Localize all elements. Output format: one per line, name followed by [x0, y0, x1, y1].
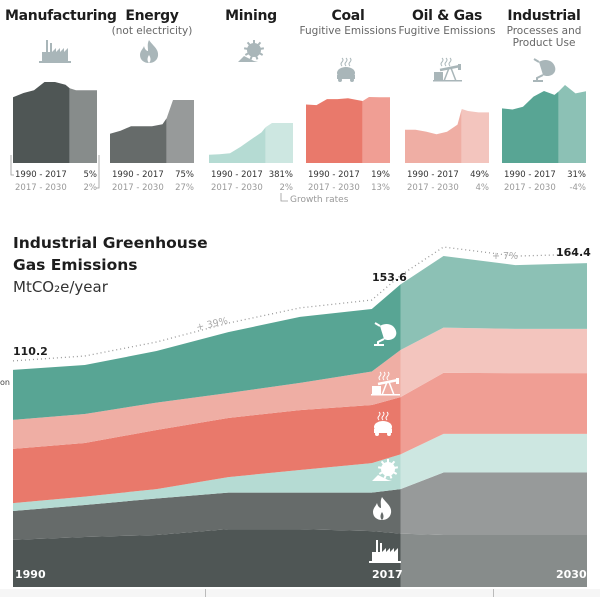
period-label: 1990 - 2017	[211, 170, 263, 180]
mini-area-historical	[502, 91, 559, 163]
panel-subtitle: Fugitive Emissions	[299, 25, 397, 37]
mini-area-projection	[461, 109, 489, 163]
growth-value: 2%	[279, 183, 294, 193]
flame-icon	[373, 497, 392, 520]
growth-value: 13%	[371, 183, 390, 193]
bracket-line	[96, 155, 100, 189]
panel-coal: Coal Fugitive Emissions	[298, 0, 398, 37]
ladle-icon	[533, 58, 556, 82]
cropped-left-label: on	[0, 378, 10, 387]
period-label: 1990 - 2017	[407, 170, 459, 180]
panel-title: Energy	[125, 8, 179, 24]
area-mining-projection	[400, 433, 587, 490]
mini-area-historical	[209, 127, 266, 163]
area-manufacturing-historical	[13, 529, 401, 587]
mini-area-historical	[13, 82, 70, 163]
period-label: 1990 - 2017	[112, 170, 164, 180]
coal-cart-icon	[337, 57, 355, 82]
oil-pump-icon	[371, 371, 400, 396]
period-label: 1990 - 2017	[15, 170, 67, 180]
mini-area-projection	[166, 100, 194, 163]
panel-energy: Energy (not electricity)	[102, 0, 202, 37]
area-mining-historical	[13, 454, 401, 511]
area-industrial-processes-and-product-use-historical	[13, 284, 401, 420]
period-label: 2017 - 2030	[211, 183, 263, 193]
mini-area-historical	[110, 118, 167, 163]
growth-value: 5%	[83, 170, 98, 180]
mini-area-projection	[362, 97, 390, 163]
growth-rates-pointer	[280, 193, 288, 202]
panel-title: Manufacturing	[5, 8, 117, 24]
area-oil-gas-historical	[13, 350, 401, 449]
chart-unit-label: MtCO₂e/year	[13, 278, 108, 296]
footer-divider	[205, 589, 206, 597]
growth-value: 75%	[175, 170, 194, 180]
growth-value: -4%	[569, 183, 586, 193]
factory-icon	[39, 40, 71, 63]
x-tick-1990: 1990	[15, 568, 46, 581]
panel-subtitle: Processes and Product Use	[506, 25, 582, 49]
panel-title: Coal	[331, 8, 365, 24]
mining-wheel-icon	[238, 40, 265, 62]
x-tick-2017: 2017	[372, 568, 403, 581]
mini-area-projection	[265, 123, 293, 163]
area-energy-projection	[400, 472, 587, 535]
oil-pump-icon	[433, 57, 462, 82]
ladle-icon	[374, 322, 397, 346]
mining-wheel-icon	[372, 459, 399, 481]
period-label: 2017 - 2030	[15, 183, 67, 193]
factory-icon	[369, 540, 401, 563]
total-label-2017: 153.6	[372, 271, 407, 284]
panel-industrial-processes-and-product-use: Industrial Processes and Product Use	[494, 0, 594, 49]
growth-value: 4%	[475, 183, 490, 193]
period-label: 1990 - 2017	[308, 170, 360, 180]
mini-area-historical	[306, 98, 363, 163]
change-label-2017-2030: + 7%	[492, 251, 519, 262]
area-coal-projection	[400, 372, 587, 455]
area-manufacturing-projection	[400, 533, 587, 587]
mini-area-projection	[69, 88, 97, 163]
mini-area-projection	[558, 85, 586, 163]
total-dotted-line	[12, 246, 588, 362]
area-industrial-processes-and-product-use-projection	[400, 256, 587, 350]
growth-value: 49%	[470, 170, 489, 180]
panel-subtitle: Fugitive Emissions	[398, 25, 496, 37]
footer-strip	[0, 589, 600, 597]
panel-title: Industrial	[507, 8, 581, 24]
area-energy-historical	[13, 489, 401, 540]
panel-title: Mining	[225, 8, 277, 24]
coal-cart-icon	[374, 411, 392, 436]
period-label: 1990 - 2017	[504, 170, 556, 180]
mini-area-historical	[405, 109, 462, 163]
bracket-line	[10, 155, 14, 176]
period-label: 2017 - 2030	[112, 183, 164, 193]
flame-icon	[140, 40, 159, 63]
panel-oil-gas: Oil & Gas Fugitive Emissions	[397, 0, 497, 37]
growth-value: 19%	[371, 170, 390, 180]
growth-value: 27%	[175, 183, 194, 193]
footer-divider	[493, 589, 494, 597]
area-oil-gas-projection	[400, 327, 587, 398]
growth-value: 2%	[83, 183, 98, 193]
panel-title: Oil & Gas	[411, 8, 483, 24]
total-label-2030: 164.4	[556, 246, 591, 259]
total-label-1990: 110.2	[13, 345, 48, 358]
x-tick-2030: 2030	[556, 568, 587, 581]
growth-value: 381%	[268, 170, 293, 180]
panel-subtitle: (not electricity)	[111, 25, 193, 37]
area-coal-historical	[13, 397, 401, 504]
panel-mining: Mining	[201, 0, 301, 25]
period-label: 2017 - 2030	[407, 183, 459, 193]
period-label: 2017 - 2030	[504, 183, 556, 193]
growth-value: 31%	[567, 170, 586, 180]
panel-manufacturing: Manufacturing	[5, 0, 117, 25]
chart-title: Industrial Greenhouse Gas Emissions	[13, 234, 208, 274]
growth-rates-label: Growth rates	[290, 195, 349, 205]
period-label: 2017 - 2030	[308, 183, 360, 193]
